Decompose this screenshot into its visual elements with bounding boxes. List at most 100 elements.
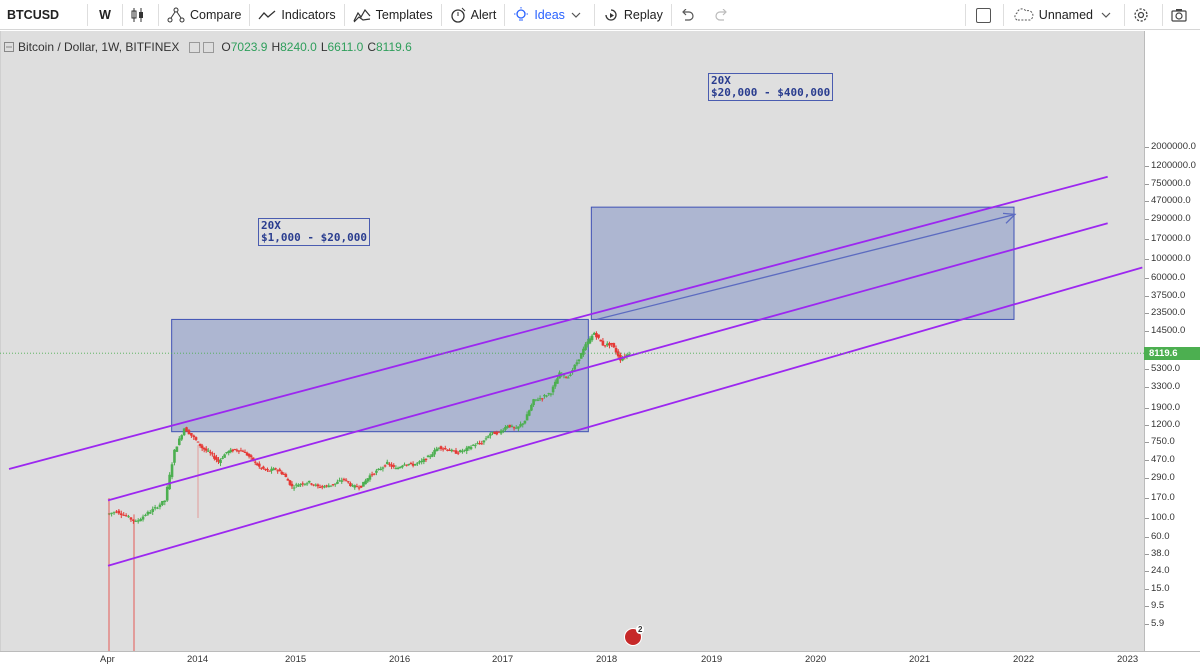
alert-label: Alert bbox=[470, 7, 497, 22]
candle-body bbox=[413, 463, 417, 466]
price-tick bbox=[1145, 183, 1149, 185]
price-tick-label: 5300.0 bbox=[1151, 363, 1181, 375]
candle-body bbox=[424, 458, 428, 461]
price-tick bbox=[1145, 459, 1149, 461]
candle-body bbox=[523, 420, 527, 424]
undo-button[interactable] bbox=[672, 0, 707, 30]
replay-icon bbox=[605, 8, 617, 21]
snapshot-button[interactable] bbox=[1163, 0, 1200, 30]
toolbar-divider bbox=[87, 3, 88, 26]
price-chart[interactable] bbox=[0, 31, 1144, 651]
economic-events-icon[interactable]: 2 bbox=[624, 625, 645, 646]
lightbulb-icon bbox=[514, 6, 529, 20]
candle-body bbox=[491, 431, 494, 433]
chart-type-button[interactable] bbox=[123, 0, 158, 30]
layout-name: Unnamed bbox=[1038, 8, 1093, 22]
candle-body bbox=[556, 378, 559, 384]
candle-body bbox=[540, 398, 544, 400]
candle-body bbox=[459, 450, 462, 453]
candle-body bbox=[185, 427, 188, 432]
candle-body bbox=[405, 464, 408, 466]
candle-body bbox=[146, 511, 150, 515]
collapse-icon[interactable] bbox=[4, 42, 14, 52]
candle-body bbox=[370, 474, 374, 476]
candle-body bbox=[316, 484, 320, 487]
candle-body bbox=[349, 483, 352, 487]
candle-body bbox=[388, 463, 391, 465]
redo-button[interactable] bbox=[707, 0, 742, 30]
candle-body bbox=[331, 484, 335, 486]
price-tick bbox=[1145, 537, 1149, 539]
candle-body bbox=[276, 470, 279, 472]
target-box-2 bbox=[590, 206, 1015, 320]
candle-body bbox=[357, 487, 361, 489]
candle-body bbox=[549, 393, 553, 395]
candle-body bbox=[592, 332, 596, 335]
chevron-down-icon bbox=[571, 12, 581, 18]
candle-body bbox=[588, 338, 592, 344]
candle-body bbox=[392, 465, 396, 467]
candle-body bbox=[521, 423, 525, 425]
candle-body bbox=[243, 451, 247, 453]
candle-body bbox=[514, 427, 518, 429]
candles-icon bbox=[131, 7, 143, 22]
templates-button[interactable]: Templates bbox=[345, 0, 441, 30]
candle-body bbox=[151, 508, 155, 512]
box1-annotation[interactable]: 20X $1,000 - $20,000 bbox=[258, 218, 370, 246]
price-tick-label: 750.0 bbox=[1151, 436, 1175, 448]
candle-body bbox=[530, 405, 533, 411]
candle-body bbox=[627, 354, 631, 356]
candle-body bbox=[255, 463, 259, 466]
candle-body bbox=[340, 480, 344, 482]
price-tick-label: 9.5 bbox=[1151, 600, 1165, 612]
target-box-1 bbox=[171, 318, 589, 433]
price-tick bbox=[1145, 554, 1149, 556]
price-tick-label: 60.0 bbox=[1151, 531, 1170, 543]
candle-body bbox=[264, 468, 267, 470]
symbol-search[interactable]: BTCUSD bbox=[7, 7, 60, 22]
hide-series-icon[interactable] bbox=[189, 41, 201, 53]
ideas-button[interactable]: Ideas bbox=[505, 0, 594, 30]
candle-body bbox=[165, 486, 169, 501]
candle-body bbox=[110, 512, 113, 514]
candle-body bbox=[342, 478, 346, 480]
box2-annotation[interactable]: 20X $20,000 - $400,000 bbox=[708, 73, 834, 101]
candle-body bbox=[129, 517, 133, 520]
interval-button[interactable]: W bbox=[99, 7, 111, 22]
candle-body bbox=[621, 358, 624, 361]
candle-body bbox=[450, 449, 454, 452]
price-tick bbox=[1145, 518, 1149, 519]
candle-body bbox=[355, 486, 359, 488]
candle-body bbox=[452, 450, 456, 452]
templates-icon bbox=[353, 8, 371, 22]
candle-body bbox=[506, 425, 509, 428]
candle-body bbox=[512, 427, 516, 429]
replay-button[interactable]: Replay bbox=[595, 0, 671, 30]
candle-body bbox=[117, 510, 121, 514]
compare-button[interactable]: Compare bbox=[159, 0, 249, 30]
price-axis[interactable]: 2000000.0 1200000.0 750000.0 470000.0 290000… bbox=[1144, 31, 1200, 651]
toolbar-divider bbox=[1162, 4, 1163, 26]
fullscreen-checkbox[interactable] bbox=[975, 7, 991, 23]
price-tick-label: 1200000.0 bbox=[1151, 159, 1196, 171]
candle-body bbox=[396, 467, 400, 470]
time-tick-label: Apr bbox=[100, 654, 115, 665]
replay-label: Replay bbox=[623, 7, 663, 22]
settings-button[interactable] bbox=[1125, 0, 1162, 30]
alert-button[interactable]: Alert bbox=[442, 0, 505, 30]
close-value: 8119.6 bbox=[375, 40, 412, 54]
layout-menu-button[interactable]: Unnamed bbox=[1004, 0, 1124, 30]
toolbar-divider bbox=[158, 3, 159, 26]
time-axis[interactable]: Apr 2014 2015 2016 2017 2018 2019 2020 2021 2022 2… bbox=[0, 651, 1200, 667]
candle-body bbox=[508, 424, 512, 428]
indicators-label: Indicators bbox=[281, 7, 336, 22]
candle-body bbox=[258, 463, 261, 467]
candle-body bbox=[262, 466, 265, 469]
candle-body bbox=[278, 469, 282, 472]
candle-body bbox=[148, 512, 152, 514]
candle-body bbox=[338, 480, 341, 482]
settings-series-icon[interactable] bbox=[203, 41, 215, 53]
top-toolbar: BTCUSD W Compare Indicators Templates Al… bbox=[0, 0, 1200, 30]
indicators-button[interactable]: Indicators bbox=[250, 0, 343, 30]
candle-body bbox=[478, 442, 481, 444]
